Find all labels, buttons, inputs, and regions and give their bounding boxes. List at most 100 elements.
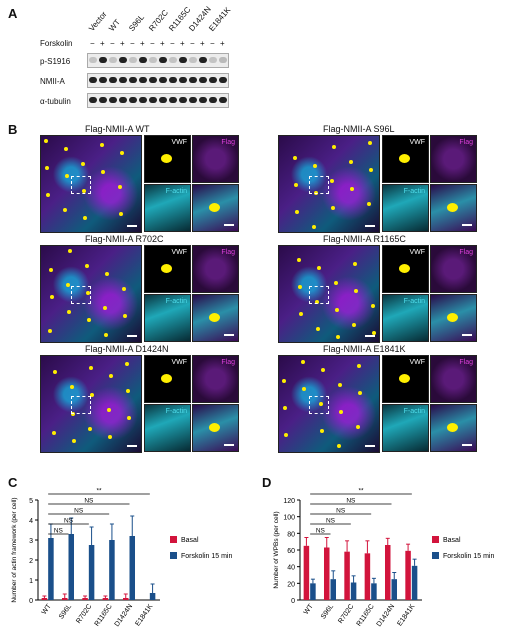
wpb-dot [161, 374, 172, 383]
wpb-dot [90, 393, 94, 397]
forskolin-sign: + [160, 39, 165, 48]
x-tick-label: WT [303, 603, 315, 617]
wpb-dot [82, 189, 86, 193]
wpb-dot [282, 379, 286, 383]
blot-band [89, 97, 97, 103]
wpb-dot [331, 206, 335, 210]
legend-label: Forskolin 15 min [181, 553, 232, 560]
bar [384, 545, 391, 600]
x-tick-label: D1424N [376, 603, 396, 628]
channel-label: F-actin [403, 188, 425, 195]
y-tick-label: 0 [29, 598, 33, 605]
wpb-dot [293, 156, 297, 160]
bar [303, 545, 310, 600]
y-tick-label: 4 [29, 518, 33, 525]
wpb-dot [68, 249, 72, 253]
forskolin-sign: − [110, 39, 115, 48]
factin-inset: F-actin [382, 184, 429, 232]
y-axis-label: Number of WPBs (per cell) [273, 511, 280, 588]
flag-inset: Flag [430, 355, 477, 403]
wpb-dot [72, 439, 76, 443]
panel-a-letter: A [8, 6, 18, 21]
scale-bar [462, 224, 472, 226]
channel-label: VWF [171, 249, 187, 256]
blot-band [209, 77, 217, 83]
wpb-dot [447, 203, 458, 212]
zoom-region-box [309, 176, 329, 194]
wpb-dot [70, 385, 74, 389]
vwf-inset: VWF [382, 135, 429, 183]
merge-inset [192, 184, 239, 232]
wpb-dot [367, 202, 371, 206]
wpb-dot [89, 366, 93, 370]
x-tick-label: E1841K [396, 603, 416, 628]
bar [61, 598, 68, 600]
image-title: Flag-NMII-A S96L [323, 124, 395, 134]
wpb-dot [350, 187, 354, 191]
channel-label: Flag [221, 249, 235, 256]
wpb-dot [81, 162, 85, 166]
wpb-dot [71, 412, 75, 416]
zoom-region-box [71, 286, 91, 304]
forskolin-label: Forskolin [40, 39, 73, 48]
wpb-dot [369, 168, 373, 172]
blot-band [129, 97, 137, 103]
blot-band [159, 97, 167, 103]
factin-inset: F-actin [144, 294, 191, 342]
bar [48, 538, 54, 600]
vwf-inset: VWF [144, 135, 191, 183]
y-tick-label: 60 [287, 548, 295, 555]
legend-swatch [170, 536, 177, 543]
channel-label: VWF [171, 359, 187, 366]
wpb-dot [358, 391, 362, 395]
blot-band [179, 77, 187, 83]
bar [323, 547, 330, 600]
wpb-dot [399, 374, 410, 383]
channel-label: VWF [409, 139, 425, 146]
x-tick-label: WT [41, 603, 53, 617]
forskolin-sign: − [190, 39, 195, 48]
chart-c: 0 1 2 3 4 5 Number of actin framework (per cel… [11, 488, 232, 629]
wpb-dot [83, 216, 87, 220]
bar [129, 536, 136, 600]
blot-tubulin [87, 93, 229, 108]
merged-micrograph [40, 355, 142, 453]
scale-bar [127, 445, 137, 447]
bar [310, 583, 316, 600]
blot-band [119, 57, 127, 63]
blot-band [99, 57, 107, 63]
wpb-dot [297, 258, 301, 262]
wpb-dot [447, 313, 458, 322]
vwf-inset: VWF [144, 245, 191, 293]
wpb-dot [119, 212, 123, 216]
wpb-dot [209, 423, 220, 432]
blot-band [169, 97, 177, 103]
image-title: Flag-NMII-A D1424N [85, 344, 169, 354]
wpb-dot [353, 262, 357, 266]
significance-label: ** [96, 488, 102, 495]
legend-label: Basal [181, 537, 199, 544]
x-tick-label: S96L [320, 603, 335, 620]
legend-label: Forskolin 15 min [443, 553, 494, 560]
wpb-dot [127, 416, 131, 420]
y-tick-label: 3 [29, 538, 33, 545]
channel-label: F-actin [403, 298, 425, 305]
scale-bar [224, 224, 234, 226]
y-tick-label: 40 [287, 565, 295, 572]
merged-micrograph [278, 245, 380, 343]
significance-label: NS [316, 528, 326, 535]
wpb-dot [209, 313, 220, 322]
blot-band [89, 57, 97, 63]
wpb-dot [105, 272, 109, 276]
y-tick-label: 100 [283, 515, 295, 522]
blot-band [209, 57, 217, 63]
wpb-dot [122, 287, 126, 291]
factin-inset: F-actin [382, 404, 429, 452]
wpb-dot [44, 139, 48, 143]
wpb-dot [50, 295, 54, 299]
significance-label: NS [346, 498, 356, 505]
wpb-dot [86, 291, 90, 295]
wpb-dot [295, 210, 299, 214]
significance-label: NS [54, 528, 64, 535]
wpb-dot [161, 154, 172, 163]
